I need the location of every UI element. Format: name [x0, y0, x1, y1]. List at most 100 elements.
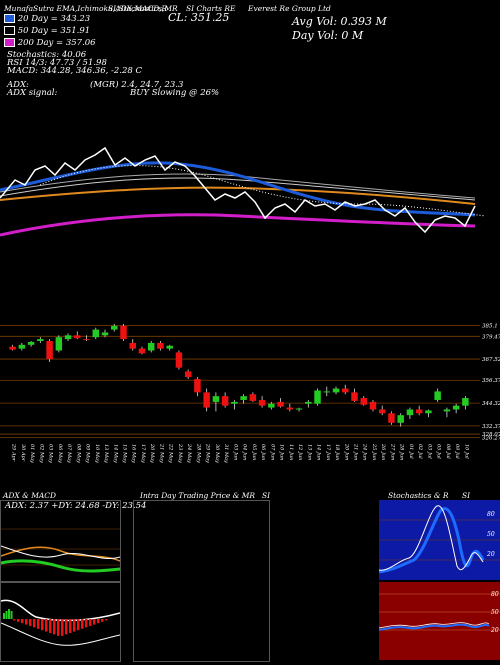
date-label: 20 May: [149, 443, 155, 463]
macd-histogram-bar: [17, 619, 20, 622]
price-line: [0, 146, 476, 234]
candles: [9, 323, 469, 427]
ema20-label: 20 Day = 343.23: [17, 14, 91, 24]
mrsi-blue-line: [378, 623, 490, 631]
adx-green-line: [0, 559, 121, 573]
day-volume: Day Vol: 0 M: [292, 29, 364, 42]
adx-orange-line: [0, 546, 121, 562]
stochastics-plot: 80 50 20: [378, 505, 500, 574]
date-label: 04 Jun: [242, 444, 248, 460]
date-label: 22 May: [168, 443, 174, 463]
candle-body: [111, 325, 118, 330]
date-label: 08 May: [75, 444, 81, 463]
macd-histogram-bar: [13, 619, 16, 621]
candle-body: [415, 409, 423, 414]
date-label: 31 May: [223, 444, 229, 463]
macd-histogram-bar: [69, 619, 72, 633]
macd-panel: [0, 582, 121, 662]
candle-body: [397, 415, 404, 423]
candle-body: [203, 392, 210, 408]
candle-body: [212, 396, 220, 402]
date-label: 01 Jul: [408, 444, 414, 459]
candle-body: [27, 341, 35, 345]
adx-signal-value: BUY Slowing @ 26%: [130, 88, 220, 98]
ema20-swatch: [4, 14, 15, 23]
date-label: 01 May: [29, 444, 35, 463]
date-label: 27 Jun: [389, 443, 395, 460]
date-label: 10 Jun: [279, 444, 285, 460]
candle-body: [378, 409, 386, 414]
price-level-label: 356.37: [482, 378, 500, 384]
macd-histogram-bar: [8, 609, 10, 619]
stoch-level-20: 20: [486, 551, 495, 558]
intraday-title: Intra Day Trading Price & MR: [140, 491, 256, 500]
candle-body: [9, 346, 16, 350]
candle-body: [351, 392, 358, 401]
macd-histogram-bar: [57, 619, 60, 636]
candle-body: [120, 325, 127, 340]
ema50-swatch: [4, 26, 15, 35]
date-label: 13 Jun: [306, 444, 312, 460]
candle-body: [314, 390, 321, 404]
adx-label: ADX:: [7, 80, 29, 90]
date-label: 08 Jul: [445, 444, 451, 459]
intraday-panel: [133, 500, 270, 662]
close-price: CL: 351.25: [168, 11, 230, 24]
ema100-line: [0, 177, 476, 201]
mrsi-panel: 80 50 20: [378, 582, 500, 660]
legend-ema200: 200 Day = 357.06: [4, 38, 96, 48]
date-label: 09 May: [85, 444, 91, 463]
mrsi-white-line: [378, 622, 490, 629]
stoch-level-80: 80: [487, 511, 495, 518]
legend-ema50: 50 Day = 351.91: [4, 26, 90, 36]
candle-body: [240, 396, 247, 400]
date-label: 05 Jul: [436, 444, 442, 459]
date-label: 09 Jul: [454, 444, 460, 459]
date-label: 07 May: [66, 444, 72, 463]
candle-body: [323, 391, 331, 393]
candle-body: [55, 337, 63, 351]
candle-body: [452, 405, 460, 410]
macd-histogram-bar: [41, 619, 44, 631]
candle-body: [194, 379, 201, 393]
macd-histogram-bar: [33, 619, 36, 628]
macd-histogram-bar: [25, 619, 28, 625]
mrsi-level-low: 20: [490, 627, 499, 634]
company-name: Everest Re Group Ltd: [248, 4, 331, 13]
stochastics-value: Stochastics: 40.06: [7, 50, 87, 60]
ema200-label: 200 Day = 357.06: [17, 38, 96, 48]
candle-body: [305, 401, 312, 404]
candle-body: [443, 409, 451, 412]
macd-histogram-bar: [29, 619, 32, 626]
macd-histogram-bar: [93, 619, 96, 625]
macd-histogram-bar: [21, 619, 24, 624]
date-label: 26 Jun: [380, 443, 386, 460]
macd-histogram-bar: [89, 619, 92, 626]
price-level-label: 385.1: [482, 324, 498, 330]
candle-body: [166, 345, 173, 349]
macd-histogram: [3, 609, 108, 636]
date-label: 21 May: [158, 443, 164, 463]
candle-body: [83, 339, 90, 341]
candle-body: [249, 394, 257, 401]
macd-histogram-bar: [85, 619, 88, 628]
date-label: 03 Jun: [232, 444, 238, 460]
date-label: 16 May: [131, 444, 137, 463]
adx-panel-title: ADX & MACD: [3, 491, 57, 500]
macd-histogram-bar: [73, 619, 76, 632]
date-label: 28 May: [195, 443, 201, 463]
candle-body: [184, 371, 192, 378]
date-label: 07 Jun: [269, 444, 275, 460]
date-label: 25 Jun: [371, 443, 377, 460]
price-grid: [0, 325, 480, 438]
macd-plot: [0, 599, 121, 646]
candle-body: [231, 401, 238, 404]
candle-body: [332, 388, 340, 393]
candle-body: [406, 409, 414, 416]
date-label: 11 Jun: [288, 444, 294, 460]
date-label: 29 Apr: [11, 443, 17, 462]
candle-body: [37, 339, 44, 342]
date-label: 05 Jun: [251, 444, 257, 460]
header-line-1b: SI,Stochastics,MR: [108, 4, 178, 13]
intraday-si: SI: [262, 491, 271, 500]
